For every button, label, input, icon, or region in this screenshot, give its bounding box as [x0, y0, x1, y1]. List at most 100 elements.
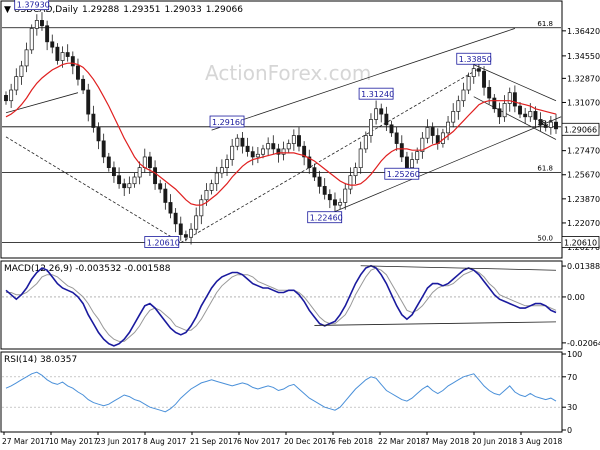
candle-body [415, 151, 420, 160]
candle-body [456, 100, 461, 112]
candle-body [482, 70, 486, 88]
candle-body [70, 56, 75, 67]
ohlc-low: 1.29033 [164, 5, 201, 15]
price-candles [4, 12, 558, 245]
candle-body [466, 76, 471, 91]
rsi-title: RSI(14) 38.0357 [4, 355, 77, 365]
rsi-tick-label: 100 [567, 350, 582, 359]
candle-body [34, 20, 39, 29]
candle-body [183, 234, 188, 238]
candle-body [29, 28, 34, 51]
swing-label-box [456, 52, 492, 65]
candle-body [518, 105, 522, 115]
candle-body [548, 121, 553, 128]
candle-body [476, 68, 481, 72]
candle-body [147, 156, 152, 169]
candle-body [173, 212, 178, 225]
candle-body [9, 89, 14, 102]
price-tick-label: 1.31070 [567, 98, 600, 107]
candle-body [19, 65, 24, 77]
candle-body [127, 183, 132, 189]
date-tick-label: 7 May 2018 [425, 437, 469, 446]
candle-body [230, 145, 235, 160]
macd-tick-label: -0.020648 [567, 339, 600, 348]
candle-body [245, 145, 250, 152]
swing-label-text: 1.37930 [17, 1, 50, 10]
candle-body [554, 121, 558, 130]
candle-body [153, 167, 158, 185]
date-tick-label: 22 Mar 2018 [378, 437, 426, 446]
candle-body [45, 25, 50, 43]
candle-body [96, 127, 101, 142]
candle-body [50, 41, 55, 48]
macd-support-line [314, 321, 557, 326]
candle-body [225, 159, 229, 169]
triangle-upper [473, 64, 557, 102]
candle-body [353, 167, 358, 177]
price-tick-label: 1.34550 [567, 52, 600, 61]
candle-body [425, 127, 430, 139]
candle-body [420, 137, 425, 152]
price-tick-label: 1.36420 [567, 27, 600, 36]
candle-body [430, 127, 435, 136]
candle-body [250, 151, 255, 158]
date-tick-label: 3 Aug 2018 [519, 437, 562, 446]
candle-body [399, 143, 404, 158]
candle-body [507, 92, 512, 104]
candle-body [492, 97, 497, 110]
candle-body [410, 159, 415, 169]
ma-line [5, 62, 557, 206]
candle-body [538, 119, 543, 126]
date-tick-label: 20 Jun 2018 [472, 437, 517, 446]
candle-body [132, 176, 137, 185]
candle-body [271, 143, 276, 150]
rsi-tick-label: 0 [567, 426, 572, 435]
candle-body [14, 76, 19, 91]
candle-body [379, 108, 384, 115]
fib-level-label: 61.8 [537, 164, 553, 172]
candle-body [333, 199, 337, 206]
price-tick-label: 1.23870 [567, 195, 600, 204]
price-tick-label: 1.25670 [567, 171, 600, 180]
candle-body [40, 20, 44, 27]
date-tick-label: 20 Dec 2017 [284, 437, 332, 446]
candle-body [189, 228, 193, 238]
candle-body [81, 78, 86, 91]
candle-body [101, 140, 106, 158]
swing-label-box [144, 236, 180, 248]
candle-body [363, 135, 368, 150]
date-tick-label: 23 Jun 2017 [96, 437, 141, 446]
candle-body [523, 113, 528, 118]
candle-body [60, 52, 65, 61]
candle-body [297, 135, 301, 147]
fib-right-label-box [561, 236, 600, 248]
fib-level-label: 50.0 [537, 234, 553, 242]
candle-body [24, 49, 29, 67]
candle-body [55, 46, 60, 61]
rsi-tick-label: 70 [567, 373, 577, 382]
candle-body [302, 145, 307, 158]
channel-lower [324, 116, 562, 217]
candle-body [4, 95, 8, 102]
candle-body [194, 215, 199, 230]
candle-body [86, 89, 91, 115]
candle-body [389, 124, 394, 134]
price-trendlines: 61.8 61.8 38.2 50.0 1.20610 [2, 20, 600, 248]
candle-body [276, 148, 281, 155]
swing-label-box [384, 167, 420, 180]
candle-body [281, 148, 286, 155]
macd-resistance-line [360, 265, 557, 271]
candle-body [312, 167, 317, 178]
candle-body [286, 143, 291, 150]
fib-level-label: 38.2 [537, 119, 553, 127]
swing-label-box [14, 0, 50, 11]
candle-body [322, 186, 327, 195]
swing-label-box [209, 115, 245, 128]
swing-label-text: 1.33850 [459, 55, 492, 64]
candle-body [543, 124, 548, 128]
rsi-tick-label: 30 [567, 403, 577, 412]
candle-body [204, 190, 209, 201]
